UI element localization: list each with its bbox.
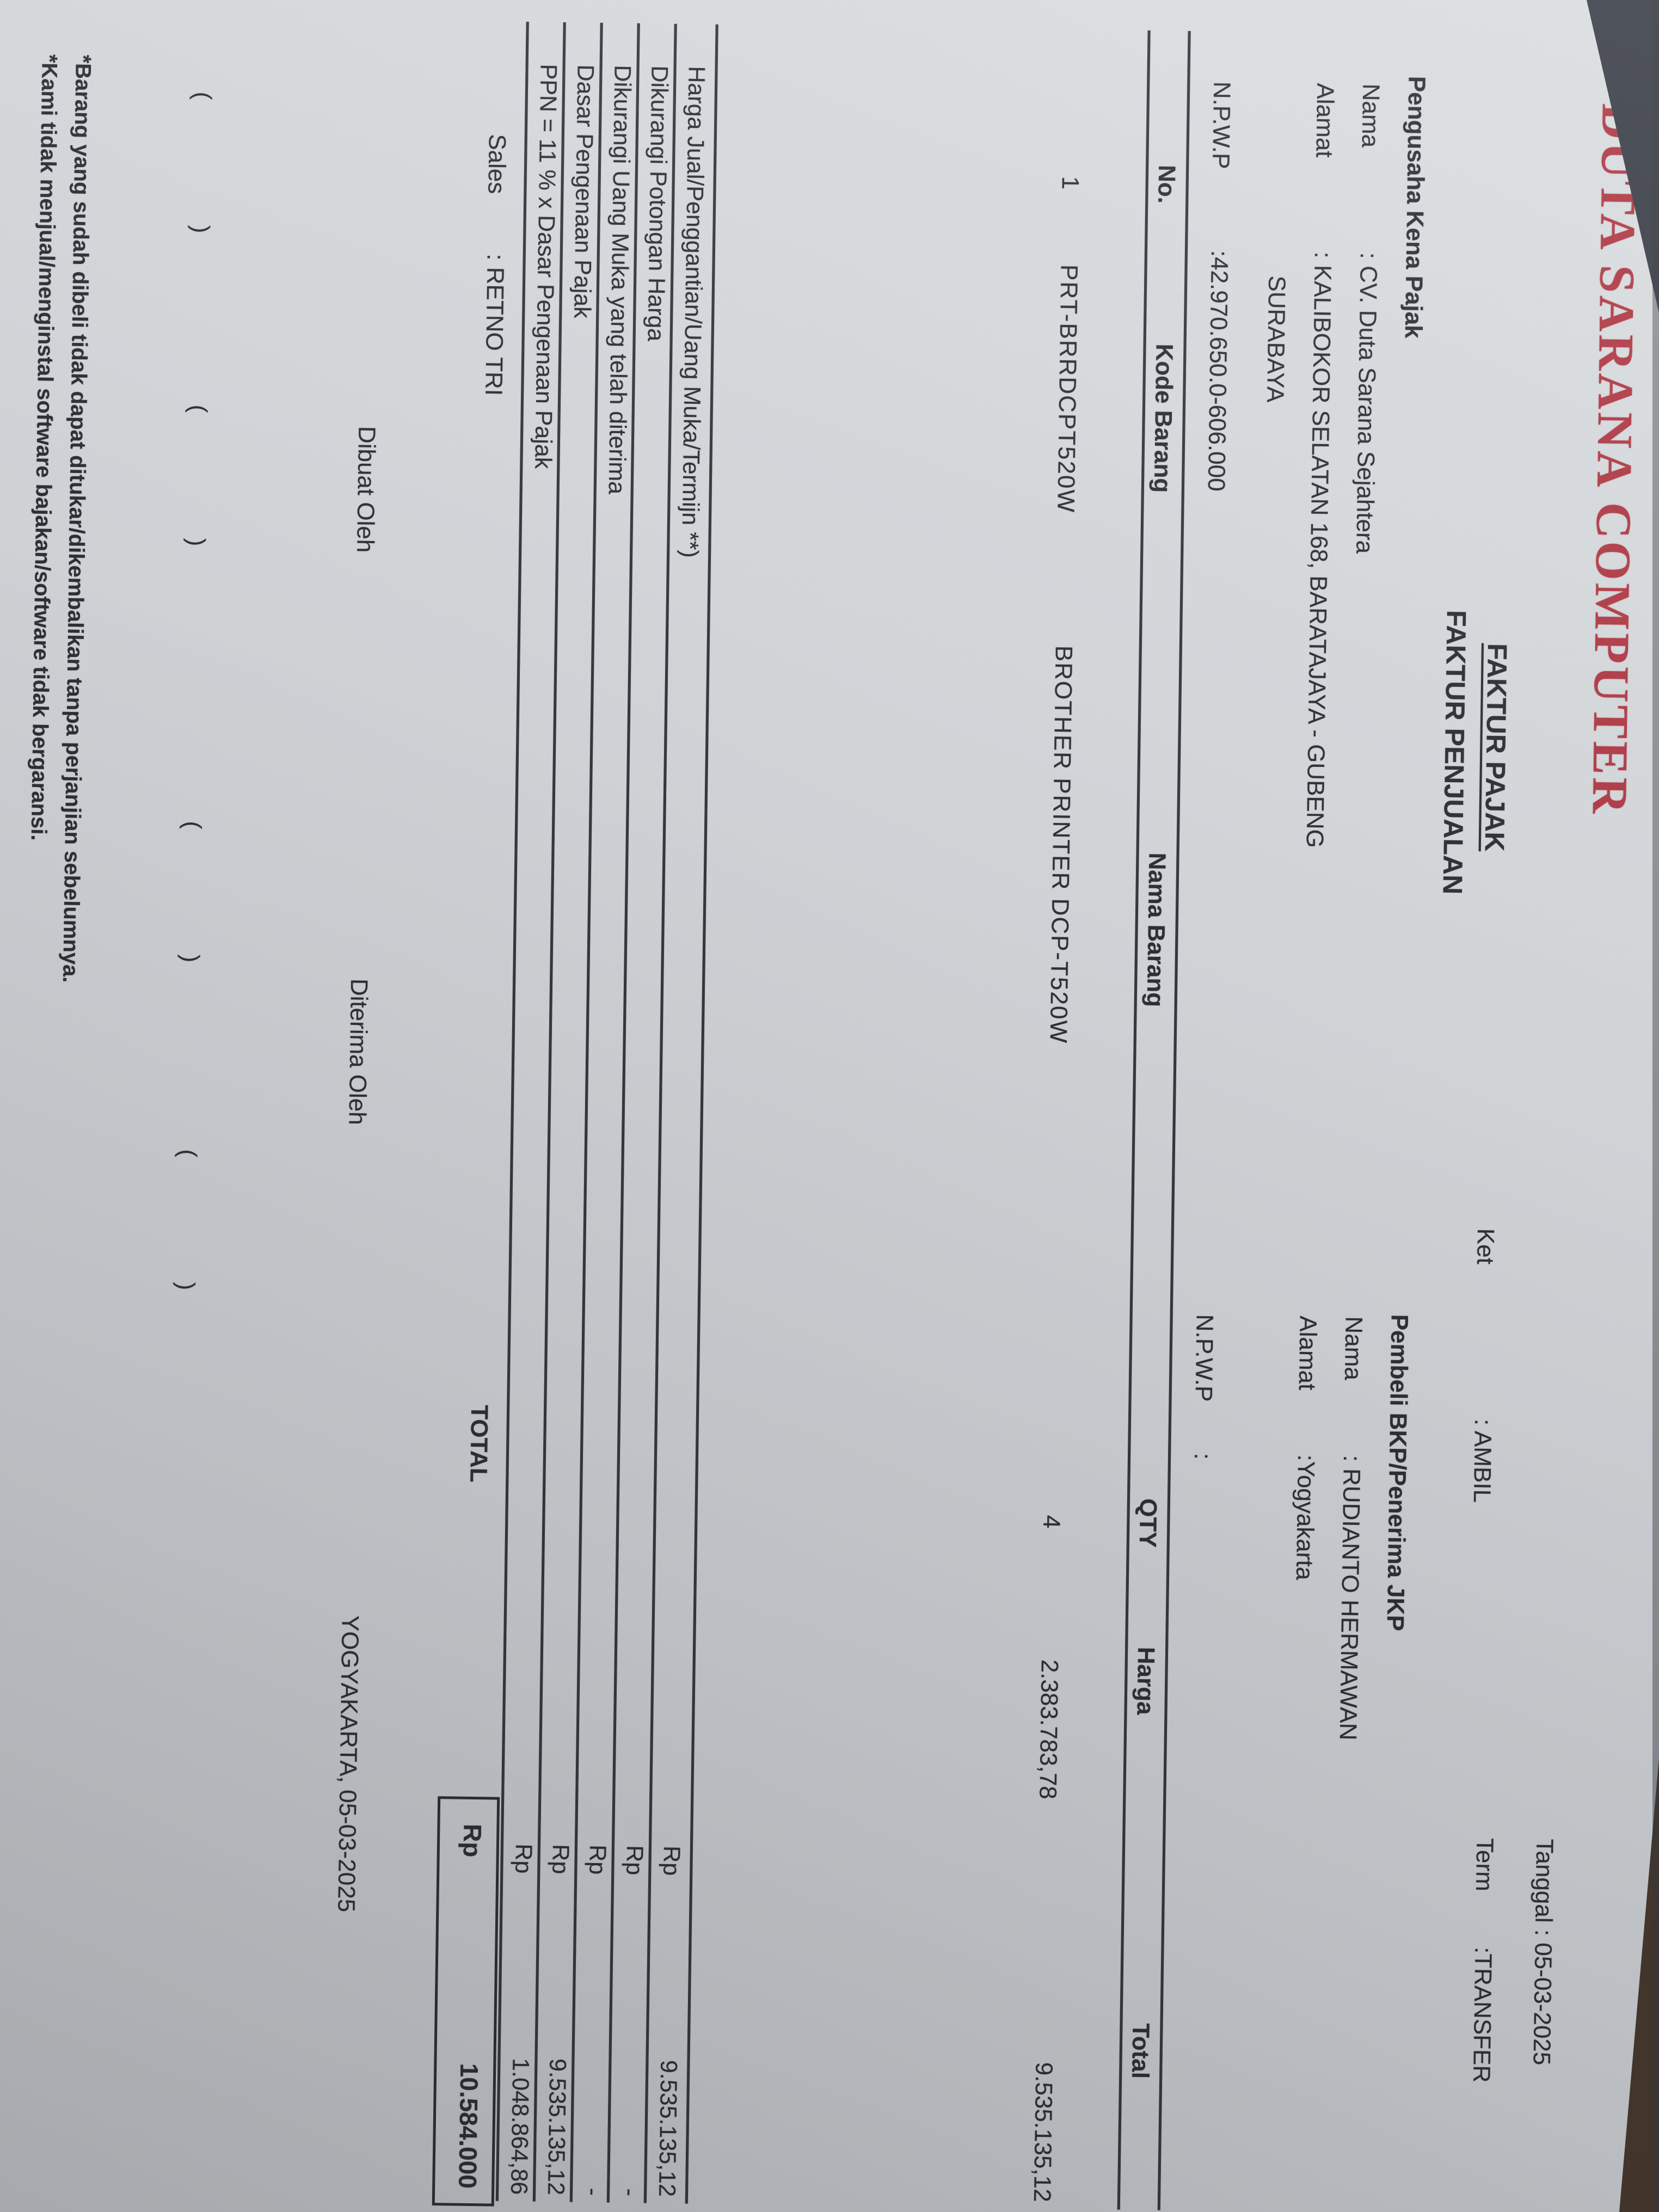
ket-value: : AMBIL xyxy=(1468,1418,1497,1503)
footnote: *Barang yang sudah dibeli tidak dapat di… xyxy=(58,54,95,983)
signature-paren-close: ) xyxy=(173,1282,200,1291)
col-header-total: Total xyxy=(1127,2023,1154,2079)
summary-value: 9.535.135,12 xyxy=(543,2058,571,2196)
summary-rp: Rp xyxy=(621,1845,648,1876)
signature-paren-close: ) xyxy=(177,954,204,963)
city-date: YOGYAKARTA, 05-03-2025 xyxy=(333,1615,364,1913)
item-kode: PRT-BRRDCPT520W xyxy=(1052,264,1083,514)
summary-label: Dasar Pengenaan Pajak xyxy=(569,64,599,318)
col-header-kode: Kode Barang xyxy=(1148,343,1178,493)
buyer-alamat-label: Alamat xyxy=(1293,1315,1322,1391)
paper-edge-shadow xyxy=(1652,0,1659,2212)
col-header-qty: QTY xyxy=(1134,1498,1162,1548)
buyer-npwp-value: : xyxy=(1189,1453,1216,1460)
diterima-oleh-label: Diterima Oleh xyxy=(343,978,373,1126)
buyer-nama-label: Nama xyxy=(1340,1316,1367,1381)
total-value: 10.584.000 xyxy=(453,2063,484,2189)
summary-value: 9.535.135,12 xyxy=(653,2060,682,2197)
summary-rp: Rp xyxy=(510,1843,537,1874)
table-header-bottom-rule xyxy=(1117,30,1151,2210)
summary-rp: Rp xyxy=(547,1844,574,1875)
summary-rp: Rp xyxy=(584,1844,611,1875)
buyer-alamat-value: :Yogyakarta xyxy=(1291,1454,1320,1581)
signature-paren-open: ( xyxy=(179,821,206,830)
buyer-nama-value: : RUDIANTO HERMAWAN xyxy=(1334,1455,1366,1741)
summary-label: PPN = 11 % x Dasar Pengenaan Pajak xyxy=(530,64,562,469)
summary-value: - xyxy=(580,2188,606,2196)
summary-label: Dikurangi Uang Muka yang telah diterima xyxy=(603,65,636,495)
summary-rp: Rp xyxy=(658,1845,685,1876)
signature-paren-open: ( xyxy=(174,1149,201,1158)
signature-paren-close: ) xyxy=(183,538,210,546)
summary-rule xyxy=(569,22,603,2202)
item-nama: BROTHER PRINTER DCP-T520W xyxy=(1044,645,1077,1044)
seller-alamat-value: : KALIBOKOR SELATAN 168, BARATAJAYA - GU… xyxy=(1301,251,1336,849)
signature-paren-open: ( xyxy=(189,91,216,100)
summary-label: Dikurangi Potongan Harga xyxy=(642,65,673,342)
tanggal-line: Tanggal : 05-03-2025 xyxy=(1528,1839,1558,2066)
item-no: 1 xyxy=(1056,176,1084,190)
buyer-npwp-label: N.P.W.P xyxy=(1190,1314,1218,1402)
total-rp: Rp xyxy=(458,1823,487,1858)
summary-value: 1.048.864,86 xyxy=(506,2057,534,2195)
total-label: TOTAL xyxy=(465,1404,493,1483)
term-label: Term xyxy=(1470,1838,1498,1892)
summary-value: - xyxy=(616,2188,643,2197)
seller-npwp-value: :42.970.650.0-606.000 xyxy=(1202,250,1233,491)
buyer-section-title: Pembeli BKP/Penerima JKP xyxy=(1381,1314,1413,1631)
faktur-pajak-title: FAKTUR PAJAK xyxy=(1479,643,1513,852)
sales-value: : RETNO TRI xyxy=(480,253,509,396)
term-value: :TRANSFER xyxy=(1468,1946,1497,2083)
seller-nama-label: Nama xyxy=(1356,83,1385,148)
seller-alamat-value2: SURABAYA xyxy=(1262,275,1291,403)
faktur-penjualan-title: FAKTUR PENJUALAN xyxy=(1437,610,1472,895)
item-harga: 2.383.783,78 xyxy=(1034,1659,1063,1800)
signature-paren-open: ( xyxy=(185,404,212,413)
seller-section-title: Pengusaha Kena Pajak xyxy=(1399,76,1430,339)
sales-label: Sales xyxy=(483,133,511,194)
seller-alamat-label: Alamat xyxy=(1311,83,1339,158)
col-header-harga: Harga xyxy=(1132,1646,1160,1715)
col-header-nama: Nama Barang xyxy=(1141,852,1171,1007)
summary-rule xyxy=(643,23,677,2203)
footnote: *Kami tidak menjual/menginstal software … xyxy=(26,54,62,841)
signature-paren-close: ) xyxy=(187,225,214,234)
seller-nama-value: : CV. Duta Sarana Sejahtera xyxy=(1351,252,1382,554)
dibuat-oleh-label: Dibuat Oleh xyxy=(352,426,380,553)
seller-npwp-label: N.P.W.P xyxy=(1207,81,1236,169)
ket-label: Ket xyxy=(1472,1228,1499,1265)
company-name: DUTA SARANA COMPUTER xyxy=(1582,103,1648,817)
item-total: 9.535.135,12 xyxy=(1028,2062,1058,2202)
summary-label: Harga Jual/Penggantian/Uang Muka/Termijn… xyxy=(677,66,710,558)
col-header-no: No. xyxy=(1153,164,1181,204)
